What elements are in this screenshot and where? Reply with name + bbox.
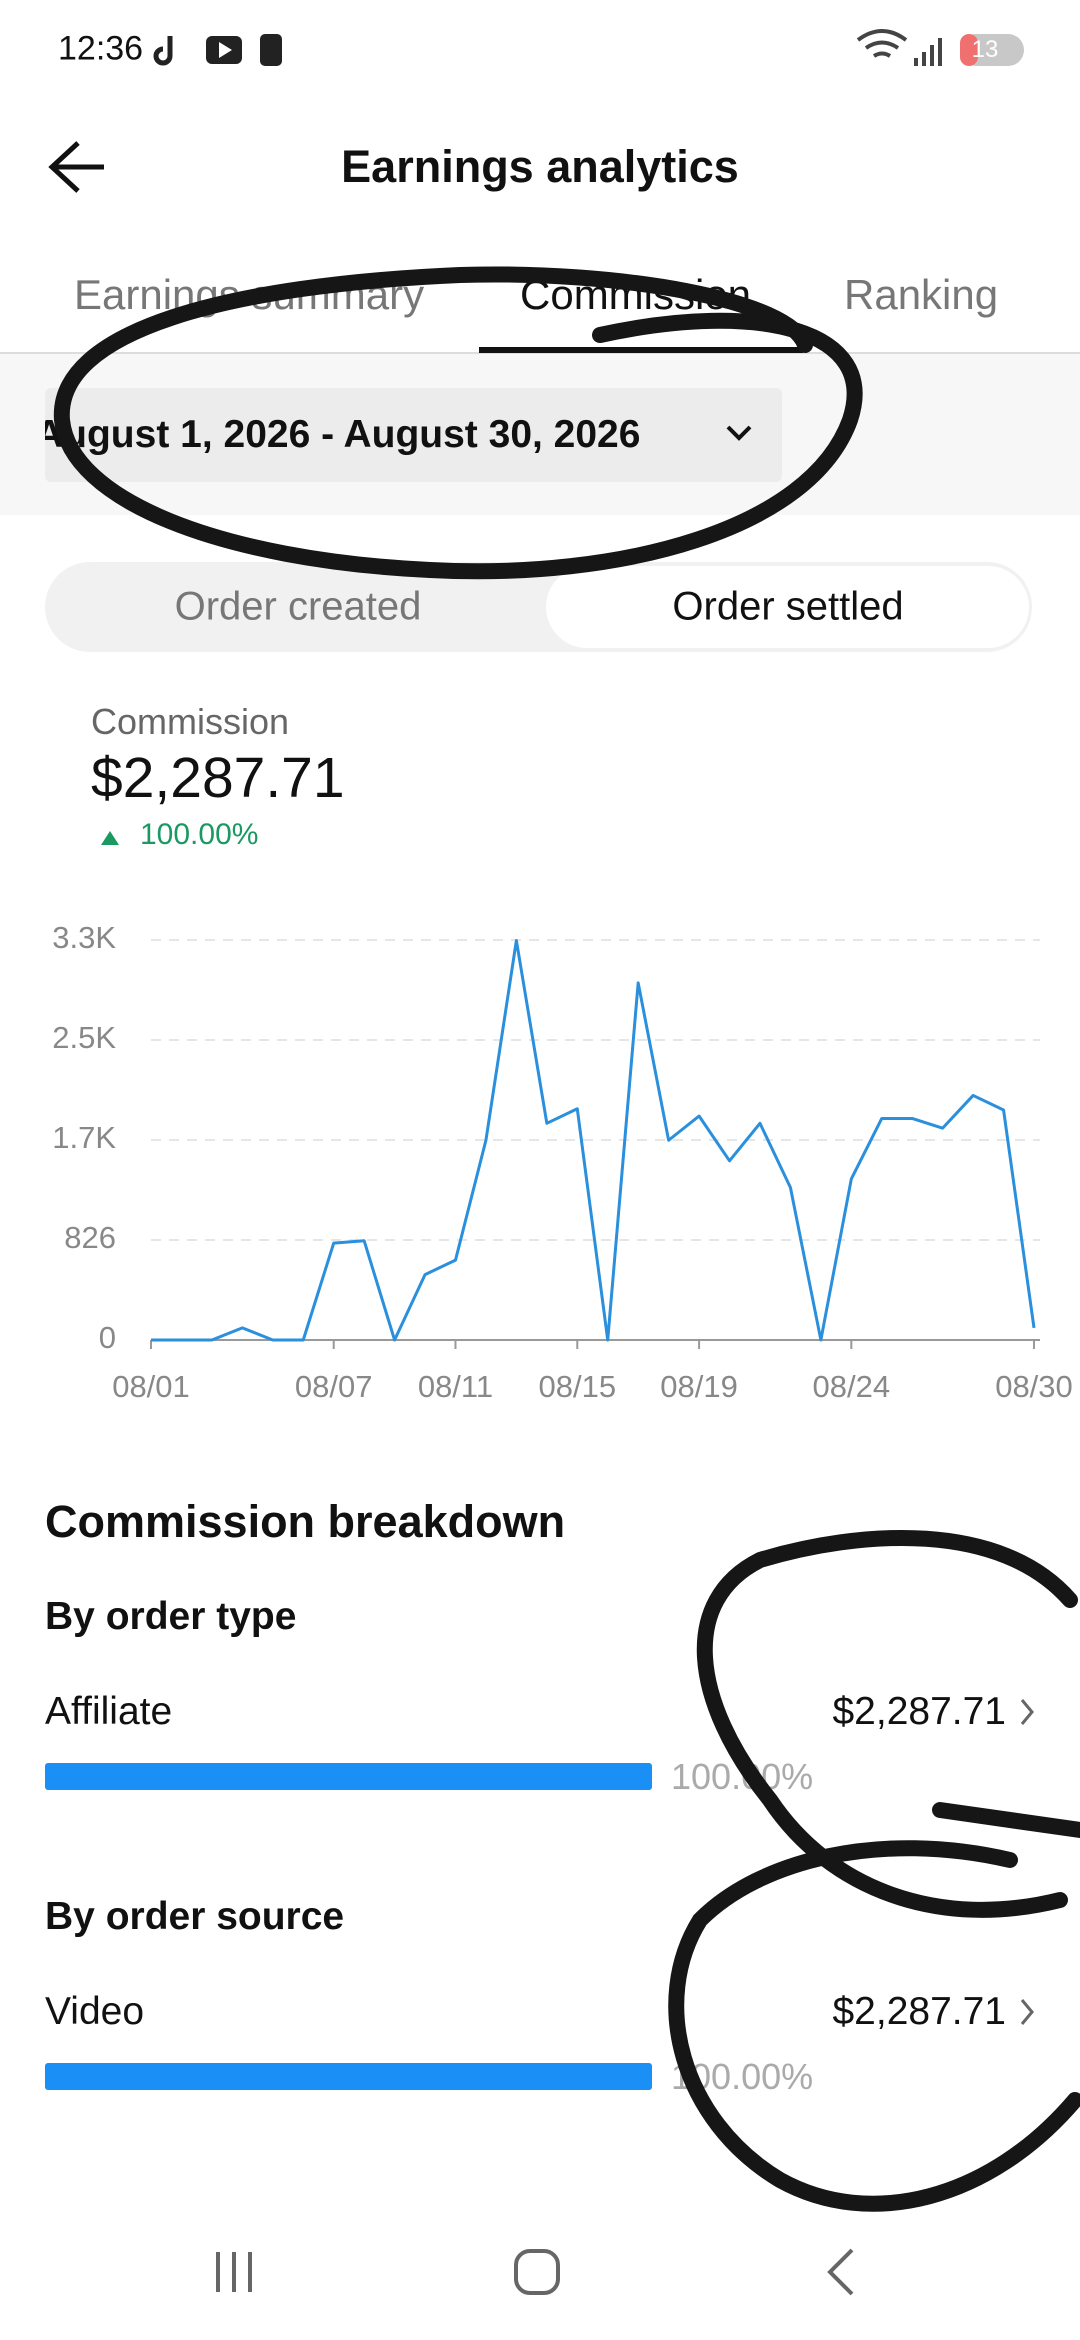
- chart: 0 826 1.7K 2.5K 3.3K 08/01 08/07 08/11 08/15 08/1…: [52, 920, 1073, 1404]
- share-bar: [45, 1763, 652, 1790]
- section-heading: By order type: [45, 1595, 297, 1638]
- status-time: 12:36: [58, 29, 144, 68]
- nav-bar: [216, 2248, 854, 2296]
- x-tick-label: 08/07: [295, 1369, 373, 1404]
- x-tick-label: 08/19: [660, 1369, 738, 1404]
- x-tick-label: 08/11: [418, 1369, 493, 1404]
- item-label: Affiliate: [45, 1690, 173, 1733]
- tab[interactable]: Ranking: [844, 271, 999, 318]
- item-label: Video: [45, 1990, 145, 2033]
- toggle-option[interactable]: Order created: [174, 584, 422, 629]
- y-tick-label: 2.5K: [52, 1020, 116, 1055]
- x-tick-label: 08/01: [112, 1369, 190, 1404]
- item-amount[interactable]: $2,287.71: [832, 1990, 1006, 2033]
- x-tick-label: 08/30: [995, 1369, 1073, 1404]
- chevron-right: [1020, 1699, 1034, 2025]
- x-tick-label: 08/15: [538, 1369, 616, 1404]
- summary-label: Commission: [91, 701, 290, 742]
- item-share: 100.00%: [671, 2056, 814, 2097]
- y-tick-label: 1.7K: [52, 1120, 116, 1155]
- y-tick-label: 0: [99, 1320, 116, 1355]
- item-amount[interactable]: $2,287.71: [832, 1690, 1006, 1733]
- section-heading: By order source: [45, 1895, 345, 1938]
- section-title: Commission breakdown: [45, 1496, 566, 1547]
- share-bar: [45, 2063, 652, 2090]
- summary-amount: $2,287.71: [91, 746, 345, 810]
- battery-level: 13: [971, 36, 999, 63]
- toggle-option[interactable]: Order settled: [672, 584, 904, 629]
- x-tick-label: 08/24: [813, 1369, 891, 1404]
- y-tick-label: 826: [64, 1220, 116, 1255]
- line-series: [151, 938, 1036, 1342]
- page-title: Earnings analytics: [341, 141, 739, 192]
- y-tick-label: 3.3K: [52, 920, 116, 955]
- item-share: 100.00%: [671, 1756, 814, 1797]
- summary-change: 100.00%: [140, 818, 259, 851]
